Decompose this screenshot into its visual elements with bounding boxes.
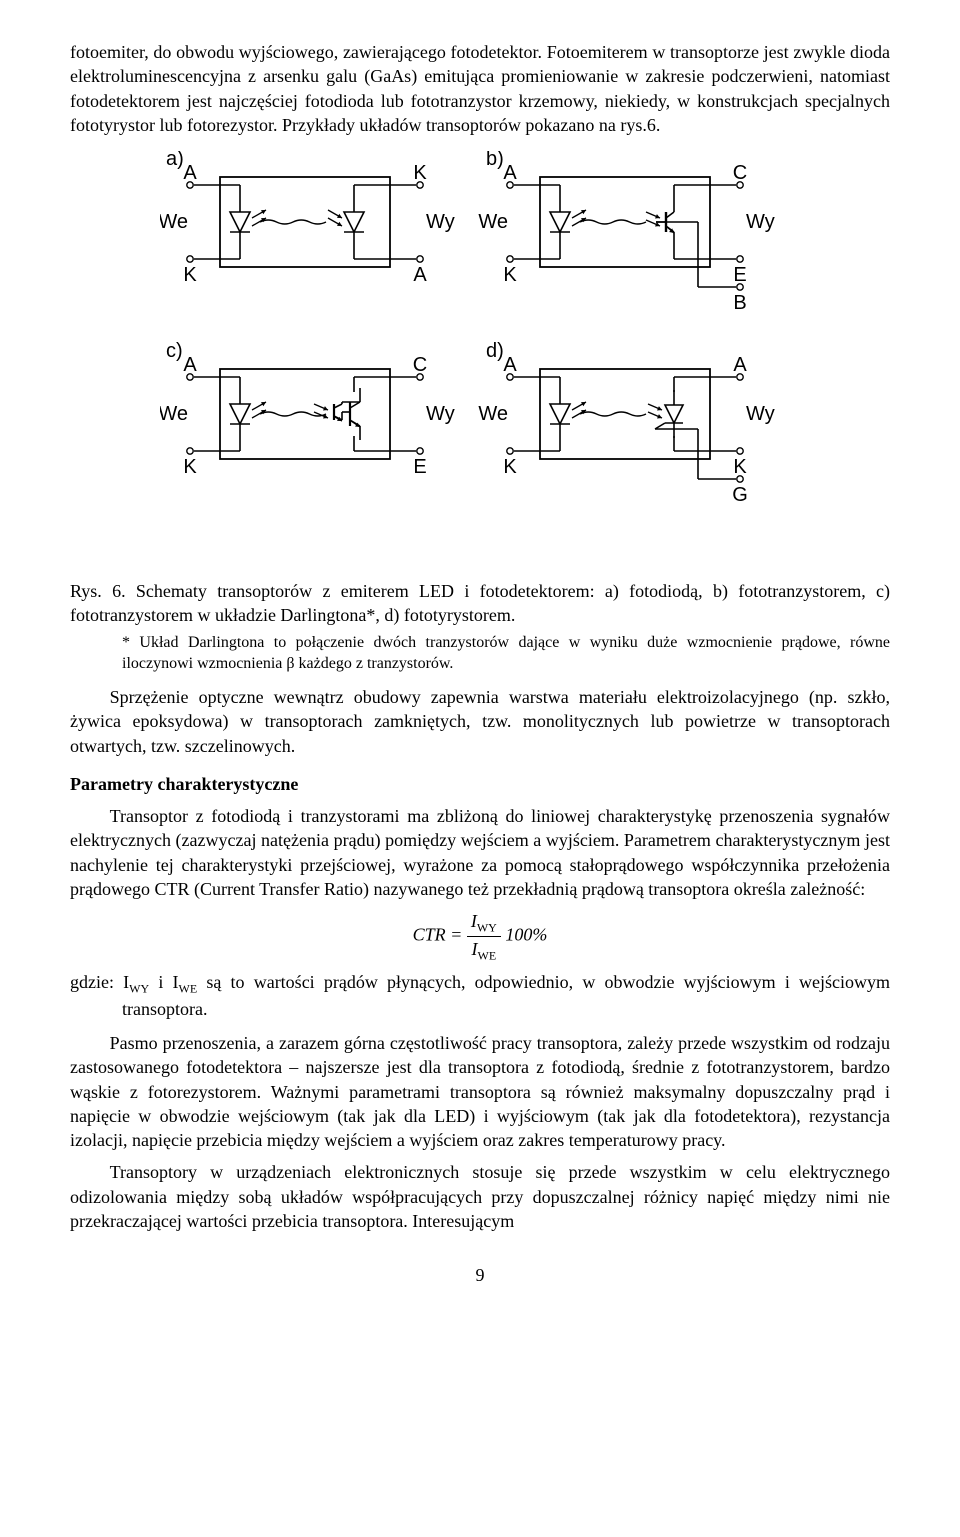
svg-text:d): d) [486, 340, 504, 362]
svg-text:K: K [183, 456, 197, 478]
where-lead: gdzie: I [70, 972, 129, 992]
formula-tail: 100% [505, 925, 547, 945]
svg-text:C: C [413, 354, 427, 376]
svg-text:We: We [478, 403, 508, 425]
section-title: Parametry charakterystyczne [70, 772, 890, 796]
svg-text:K: K [503, 456, 517, 478]
svg-text:A: A [503, 162, 517, 184]
figure-6-caption: Rys. 6. Schematy transoptorów z emiterem… [70, 579, 890, 628]
svg-text:A: A [733, 354, 747, 376]
where-sub1: WY [129, 982, 149, 996]
formula-fraction: IWY IWE [467, 909, 501, 964]
page-number: 9 [70, 1263, 890, 1287]
formula-lhs: CTR = [413, 925, 463, 945]
svg-text:a): a) [166, 151, 184, 170]
svg-text:Wy: Wy [426, 211, 455, 233]
svg-text:b): b) [486, 151, 504, 170]
svg-text:K: K [733, 456, 747, 478]
paragraph-3: Transoptor z fotodiodą i tranzystorami m… [70, 804, 890, 901]
formula-num-sub: WY [477, 921, 497, 935]
svg-text:A: A [183, 354, 197, 376]
where-tail: są to wartości prądów płynących, odpowie… [122, 972, 890, 1019]
caption-lead: Rys. 6. [70, 581, 136, 601]
paragraph-2: Sprzężenie optyczne wewnątrz obudowy zap… [70, 685, 890, 758]
formula-ctr: CTR = IWY IWE 100% [70, 909, 890, 964]
svg-text:E: E [413, 456, 426, 478]
formula-den-sub: WE [478, 949, 497, 963]
where-sub2: WE [179, 982, 198, 996]
svg-text:We: We [478, 211, 508, 233]
paragraph-1: fotoemiter, do obwodu wyjściowego, zawie… [70, 40, 890, 137]
figure-6-svg: a)AKWeKAWyb)AKWeCEWyBc)AKWeCEWyd)AKWeAKW… [160, 151, 800, 571]
svg-text:We: We [160, 403, 188, 425]
svg-text:K: K [413, 162, 427, 184]
svg-text:C: C [733, 162, 747, 184]
svg-text:E: E [733, 264, 746, 286]
svg-text:A: A [183, 162, 197, 184]
figure-6-note: * Układ Darlingtona to połączenie dwóch … [70, 632, 890, 675]
paragraph-5: Transoptory w urządzeniach elektroniczny… [70, 1160, 890, 1233]
svg-text:We: We [160, 211, 188, 233]
figure-6: a)AKWeKAWyb)AKWeCEWyBc)AKWeCEWyd)AKWeAKW… [70, 151, 890, 571]
svg-text:Wy: Wy [746, 211, 775, 233]
svg-text:B: B [733, 292, 746, 314]
caption-body: Schematy transoptorów z emiterem LED i f… [70, 581, 890, 625]
svg-text:Wy: Wy [426, 403, 455, 425]
svg-text:K: K [183, 264, 197, 286]
svg-text:Wy: Wy [746, 403, 775, 425]
svg-text:c): c) [166, 340, 183, 362]
where-mid: i I [149, 972, 178, 992]
paragraph-4: Pasmo przenoszenia, a zarazem górna częs… [70, 1031, 890, 1152]
svg-text:K: K [503, 264, 517, 286]
where-clause: gdzie: IWY i IWE są to wartości prądów p… [70, 970, 890, 1021]
svg-text:A: A [503, 354, 517, 376]
svg-text:G: G [732, 484, 748, 506]
svg-text:A: A [413, 264, 427, 286]
page: fotoemiter, do obwodu wyjściowego, zawie… [0, 0, 960, 1348]
